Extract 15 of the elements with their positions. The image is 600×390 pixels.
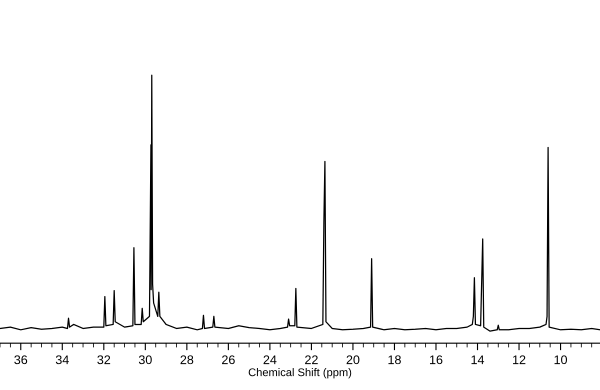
x-tick-label: 16: [430, 355, 442, 364]
x-tick-label: 12: [513, 355, 526, 364]
x-tick-label: 14: [472, 355, 484, 364]
x-tick-label: 18: [388, 355, 401, 364]
x-tick-label: 22: [305, 355, 318, 364]
x-tick-label: 32: [97, 355, 110, 364]
x-tick-label: 28: [180, 355, 194, 364]
x-tick-label: 30: [138, 355, 152, 364]
x-tick-label: 26: [222, 355, 235, 364]
x-tick-label: 24: [264, 355, 276, 364]
x-tick-label: 34: [56, 355, 69, 364]
x-tick-label: 36: [14, 355, 28, 364]
x-tick-label: 10: [554, 355, 568, 364]
x-tick-label: 20: [346, 355, 360, 364]
x-axis-title: Chemical Shift (ppm): [248, 368, 352, 378]
